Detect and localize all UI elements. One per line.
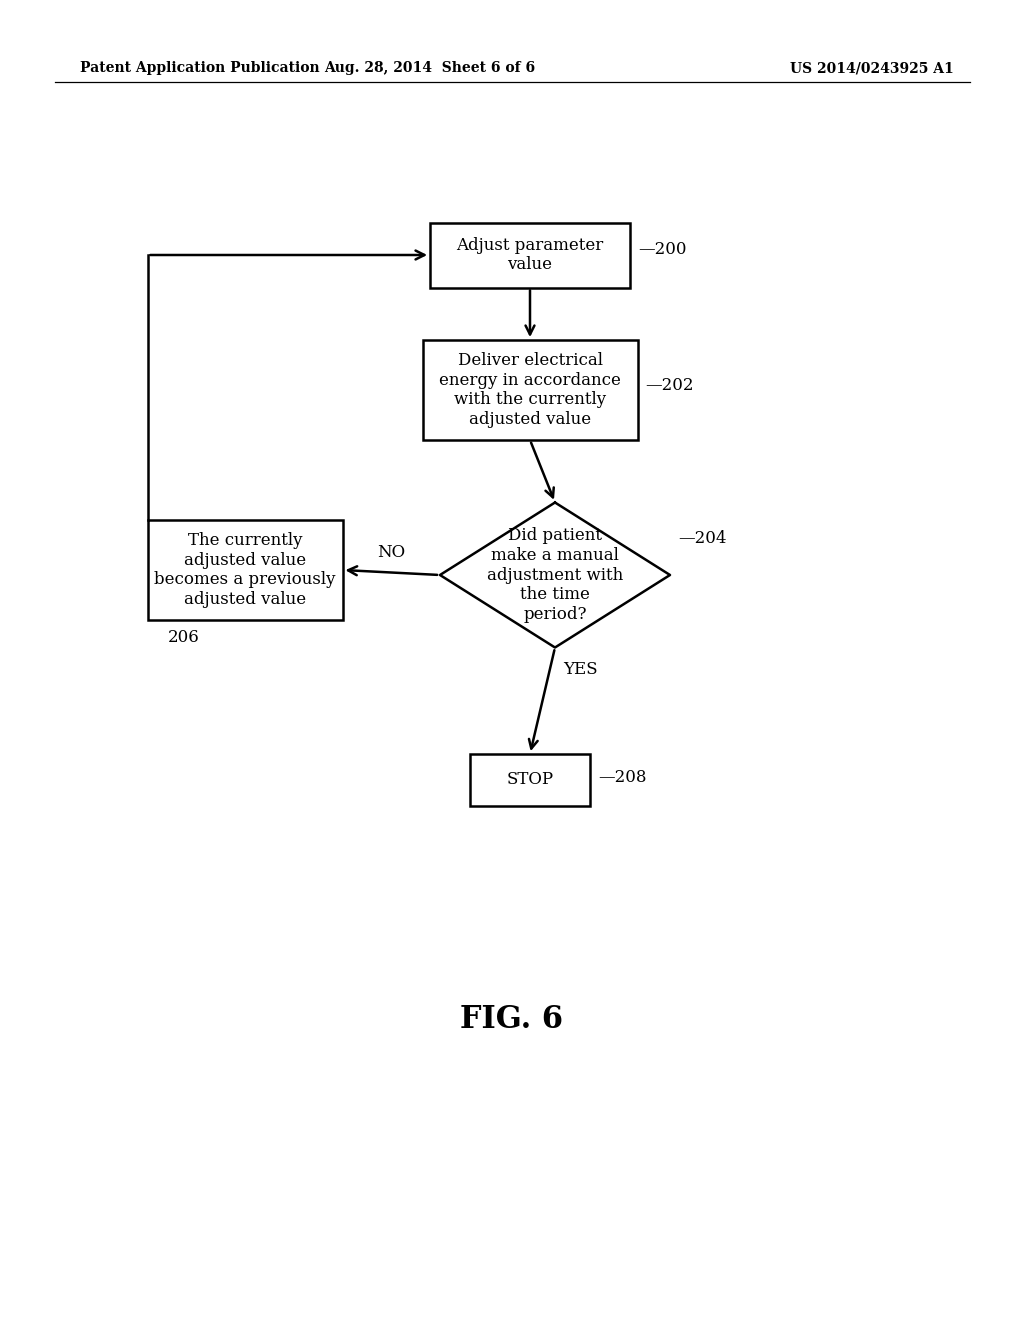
Text: Patent Application Publication: Patent Application Publication [80,61,319,75]
Text: —200: —200 [638,242,686,259]
Text: FIG. 6: FIG. 6 [461,1005,563,1035]
Bar [430,223,630,288]
Text: —204: —204 [678,531,726,548]
Text: Adjust parameter
value: Adjust parameter value [457,236,603,273]
Text: YES: YES [563,661,598,678]
Bar [423,341,638,440]
Text: STOP: STOP [507,771,554,788]
Text: Aug. 28, 2014  Sheet 6 of 6: Aug. 28, 2014 Sheet 6 of 6 [325,61,536,75]
Text: NO: NO [377,544,406,561]
Text: Deliver electrical
energy in accordance
with the currently
adjusted value: Deliver electrical energy in accordance … [439,352,621,428]
Text: —208: —208 [598,770,646,787]
Bar [147,520,342,620]
Text: US 2014/0243925 A1: US 2014/0243925 A1 [790,61,953,75]
Bar [470,754,590,807]
Text: Did patient
make a manual
adjustment with
the time
period?: Did patient make a manual adjustment wit… [486,527,624,623]
Text: 206: 206 [168,630,200,647]
Text: —202: —202 [645,376,694,393]
Polygon shape [440,503,670,648]
Text: The currently
adjusted value
becomes a previously
adjusted value: The currently adjusted value becomes a p… [155,532,336,609]
